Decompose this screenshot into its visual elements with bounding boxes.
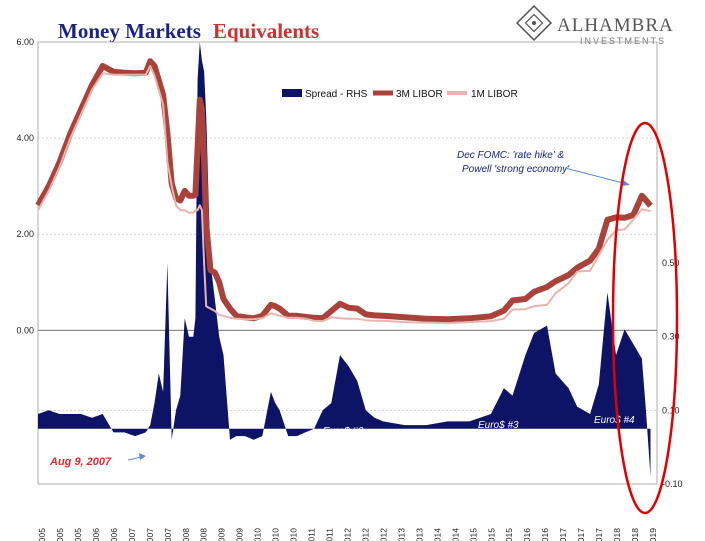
chart-title-part1: Money Markets xyxy=(58,19,201,43)
euro2-label: Euro$ #2 xyxy=(323,426,364,437)
right-axis-ticks: 0.50 0.30 0.10 -0.10 xyxy=(662,258,683,489)
x-tick-label: 8/3/2009 xyxy=(235,528,245,541)
x-tick-label: 6/3/2015 xyxy=(486,528,496,541)
x-tick-label: 4/3/2011 xyxy=(307,528,317,541)
x-tick-label: 12/3/2007 xyxy=(163,528,173,541)
brand-sub: INVESTMENTS xyxy=(580,36,666,46)
x-tick-label: 3/3/2019 xyxy=(648,528,658,541)
x-tick-label: 11/3/2010 xyxy=(289,528,299,541)
euro1-label: Euro$ #1 xyxy=(186,430,227,441)
libor-3m-line xyxy=(35,58,653,323)
left-axis-ticks: 6.00 4.00 2.00 0.00 xyxy=(16,37,34,335)
right-tick-label: 0.50 xyxy=(662,258,680,268)
left-tick-label: 0.00 xyxy=(16,325,34,335)
x-tick-label: 11/3/2015 xyxy=(504,528,514,541)
legend: Spread - RHS 3M LIBOR 1M LIBOR xyxy=(282,89,518,100)
x-tick-label: 11/3/2005 xyxy=(73,528,83,541)
alhambra-logo-icon xyxy=(515,4,553,42)
brand-name: ALHAMBRA xyxy=(557,15,674,36)
x-tick-label: 12/3/2012 xyxy=(378,528,388,541)
x-tick-label: 10/3/2018 xyxy=(630,528,640,541)
right-tick-label: 0.30 xyxy=(662,332,680,342)
x-tick-label: 6/3/2005 xyxy=(55,528,65,541)
x-tick-label: 4/3/2006 xyxy=(91,528,101,541)
x-tick-label: 7/3/2007 xyxy=(145,528,155,541)
x-tick-label: 6/3/2010 xyxy=(271,528,281,541)
x-tick-label: 5/3/2018 xyxy=(612,528,622,541)
x-tick-label: 1/3/2010 xyxy=(253,528,263,541)
x-tick-label: 8/3/2014 xyxy=(450,528,460,541)
spread-rhs-area xyxy=(38,42,651,477)
x-axis-ticks: 1/3/2005 6/3/2005 11/3/2005 4/3/2006 9/3/200… xyxy=(37,528,658,541)
x-tick-label: 12/3/2017 xyxy=(594,528,604,541)
fomc-annotation-line1: Dec FOMC: 'rate hike' & xyxy=(457,150,565,161)
legend-label-spread: Spread - RHS xyxy=(305,89,368,100)
chart-title-part2: Equivalents xyxy=(213,19,319,43)
aug-2007-label: Aug 9, 2007 xyxy=(49,456,112,468)
x-tick-label: 9/3/2016 xyxy=(540,528,550,541)
legend-swatch-spread xyxy=(282,89,302,97)
x-tick-label: 5/3/2013 xyxy=(396,528,406,541)
x-tick-label: 5/3/2008 xyxy=(181,528,191,541)
x-tick-label: 10/3/2013 xyxy=(414,528,424,541)
left-tick-label: 6.00 xyxy=(16,37,34,47)
x-tick-label: 3/3/2014 xyxy=(432,528,442,541)
fomc-annotation-line2: Powell 'strong economy' xyxy=(462,164,570,175)
left-tick-label: 4.00 xyxy=(16,133,34,143)
x-tick-label: 9/3/2011 xyxy=(325,528,335,541)
highlight-ellipse xyxy=(611,121,679,515)
x-tick-label: 4/3/2016 xyxy=(522,528,532,541)
aug-arrowhead-icon xyxy=(139,453,146,460)
euro4-label: Euro$ #4 xyxy=(594,415,635,426)
fomc-arrow xyxy=(564,167,628,185)
right-tick-label: 0.10 xyxy=(662,405,680,415)
x-tick-label: 7/3/2012 xyxy=(360,528,370,541)
x-tick-label: 2/3/2017 xyxy=(558,528,568,541)
legend-label-3m: 3M LIBOR xyxy=(396,89,443,100)
left-tick-label: 2.00 xyxy=(16,229,34,239)
x-tick-label: 10/3/2008 xyxy=(199,528,209,541)
x-tick-label: 1/3/2005 xyxy=(37,528,47,541)
x-tick-label: 7/3/2017 xyxy=(576,528,586,541)
x-tick-label: 1/3/2015 xyxy=(468,528,478,541)
libor-1m-line xyxy=(37,65,651,325)
x-tick-label: 2/3/2007 xyxy=(127,528,137,541)
legend-label-1m: 1M LIBOR xyxy=(471,89,518,100)
euro3-label: Euro$ #3 xyxy=(478,420,519,431)
x-tick-label: 2/3/2012 xyxy=(343,528,353,541)
right-tick-label: -0.10 xyxy=(662,479,683,489)
x-tick-label: 9/3/2006 xyxy=(109,528,119,541)
x-tick-label: 3/3/2009 xyxy=(217,528,227,541)
